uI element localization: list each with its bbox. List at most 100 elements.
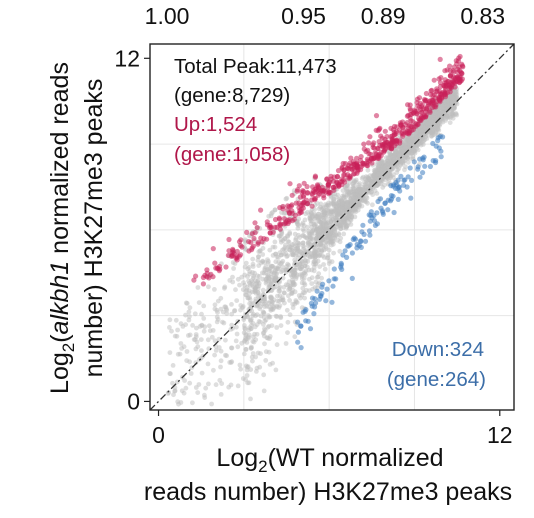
point-up <box>437 56 443 63</box>
point-unchanged <box>293 299 299 305</box>
y-axis-title-line2: number) H3K27me3 peaks <box>80 79 108 378</box>
point-up <box>423 106 429 112</box>
point-unchanged <box>316 206 322 212</box>
point-up <box>328 173 334 179</box>
point-unchanged <box>290 287 296 293</box>
point-unchanged <box>180 324 186 329</box>
point-unchanged <box>230 274 235 280</box>
point-unchanged <box>336 197 342 203</box>
x-axis-title-line2: reads number) H3K27me3 peaks <box>144 478 512 506</box>
point-unchanged <box>258 313 264 319</box>
point-unchanged <box>252 331 257 337</box>
point-unchanged <box>169 328 174 334</box>
point-unchanged <box>250 256 256 262</box>
point-unchanged <box>405 156 411 161</box>
point-unchanged <box>425 121 431 126</box>
point-up <box>289 192 295 198</box>
annotation-total-gene: (gene:8,729) <box>174 84 290 107</box>
point-up <box>200 281 206 287</box>
point-down <box>323 298 329 304</box>
point-unchanged <box>261 388 267 394</box>
point-up <box>320 192 327 198</box>
point-up <box>334 173 340 180</box>
point-unchanged <box>272 207 278 213</box>
point-up <box>450 68 456 74</box>
point-up <box>369 160 375 166</box>
point-unchanged <box>206 323 212 329</box>
point-down <box>407 165 413 171</box>
point-up <box>354 155 360 161</box>
point-unchanged <box>280 275 286 281</box>
point-unchanged <box>213 348 219 353</box>
point-down <box>331 266 337 272</box>
point-up <box>443 92 449 98</box>
point-unchanged <box>262 341 267 347</box>
point-up <box>423 90 429 97</box>
top-axis-tick-label: 0.89 <box>361 3 406 29</box>
point-unchanged <box>285 319 291 325</box>
point-unchanged <box>272 239 278 245</box>
point-unchanged <box>451 104 457 110</box>
point-unchanged <box>273 367 279 373</box>
point-unchanged <box>333 215 338 221</box>
point-unchanged <box>401 151 406 157</box>
point-unchanged <box>310 237 316 242</box>
point-unchanged <box>229 302 234 307</box>
point-up <box>367 134 373 140</box>
point-unchanged <box>275 293 280 299</box>
point-unchanged <box>255 257 261 263</box>
point-unchanged <box>323 239 329 245</box>
point-unchanged <box>327 234 333 240</box>
point-unchanged <box>170 380 175 386</box>
point-up <box>369 156 375 162</box>
point-up <box>324 176 330 182</box>
point-unchanged <box>287 312 293 318</box>
point-down <box>435 138 441 144</box>
point-unchanged <box>296 293 302 298</box>
point-down <box>397 188 403 194</box>
point-up <box>365 163 371 169</box>
point-unchanged <box>368 190 374 195</box>
point-up <box>333 179 340 185</box>
point-unchanged <box>370 185 376 191</box>
point-unchanged <box>235 383 241 389</box>
point-unchanged <box>292 262 297 268</box>
point-unchanged <box>193 360 199 365</box>
point-unchanged <box>453 89 459 95</box>
point-unchanged <box>265 288 271 293</box>
point-unchanged <box>352 199 358 204</box>
point-unchanged <box>331 200 336 206</box>
point-unchanged <box>282 236 288 241</box>
point-unchanged <box>220 309 226 315</box>
point-unchanged <box>362 182 368 188</box>
point-down <box>354 241 360 247</box>
point-unchanged <box>319 275 324 281</box>
point-unchanged <box>175 327 181 333</box>
point-unchanged <box>396 166 402 171</box>
point-unchanged <box>372 174 378 180</box>
point-up <box>413 121 419 127</box>
point-up <box>267 225 273 231</box>
point-unchanged <box>287 231 293 237</box>
point-unchanged <box>242 325 248 331</box>
point-up <box>373 113 380 119</box>
point-unchanged <box>267 282 273 288</box>
point-unchanged <box>309 267 315 273</box>
point-unchanged <box>380 159 385 165</box>
point-unchanged <box>270 360 275 366</box>
point-unchanged <box>267 299 273 304</box>
point-unchanged <box>209 401 215 407</box>
point-unchanged <box>167 325 172 330</box>
point-unchanged <box>277 278 282 284</box>
point-up <box>212 260 218 266</box>
point-down <box>358 238 364 245</box>
point-unchanged <box>202 324 208 330</box>
point-unchanged <box>258 260 264 266</box>
point-unchanged <box>229 359 235 365</box>
point-up <box>296 183 302 189</box>
point-up <box>234 257 240 263</box>
scatter-points <box>165 53 466 407</box>
point-unchanged <box>314 275 320 280</box>
point-up <box>296 211 302 217</box>
point-up <box>223 264 229 270</box>
